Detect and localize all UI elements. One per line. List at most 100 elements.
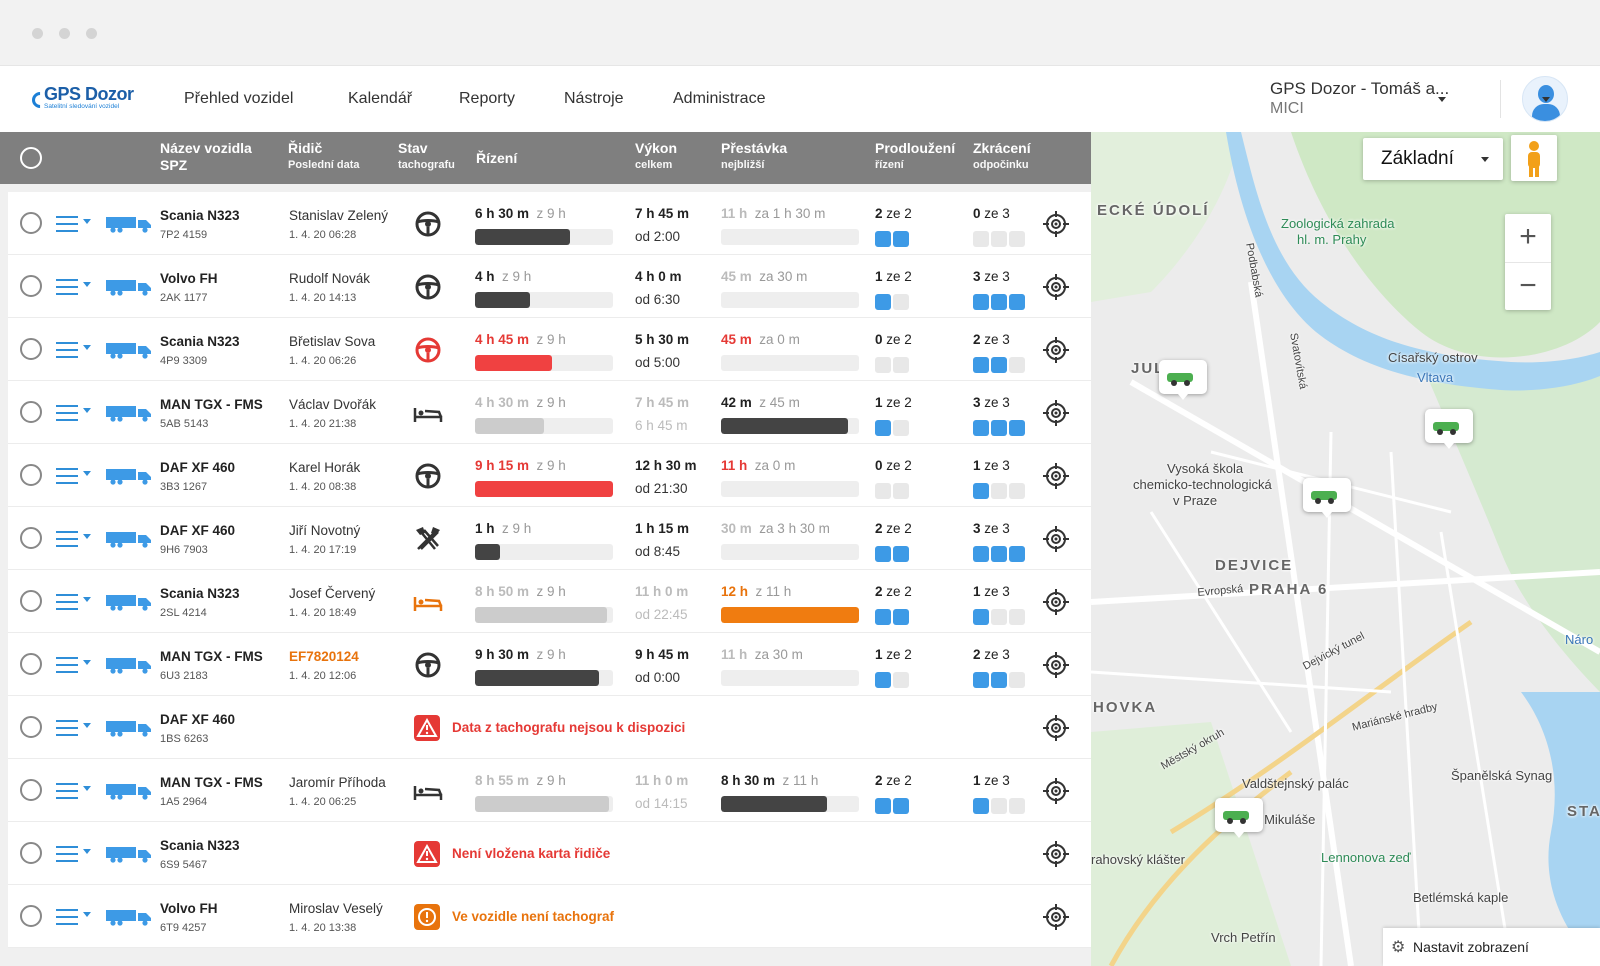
driver-name[interactable]: Václav Dvořák (289, 397, 377, 412)
vehicle-name[interactable]: Scania N323 (160, 334, 240, 349)
col-driving[interactable]: Řízení (476, 150, 517, 167)
row-select-checkbox[interactable] (20, 653, 42, 675)
table-row[interactable]: MAN TGX - FMS 6U3 2183 EF7820124 1. 4. 20… (8, 633, 1106, 696)
table-row[interactable]: Scania N323 4P9 3309 Břetislav Sova 1. 4.… (8, 318, 1106, 381)
table-row[interactable]: MAN TGX - FMS 5AB 5143 Václav Dvořák 1. 4… (8, 381, 1106, 444)
table-row[interactable]: DAF XF 460 1BS 6263 Data z tachografu ne… (8, 696, 1106, 759)
window-dot-2[interactable] (59, 28, 70, 39)
table-row[interactable]: Volvo FH 2AK 1177 Rudolf Novák 1. 4. 20 1… (8, 255, 1106, 318)
vehicle-name[interactable]: MAN TGX - FMS (160, 775, 263, 790)
col-vehicle[interactable]: Název vozidla SPZ (160, 140, 252, 174)
vehicle-name[interactable]: MAN TGX - FMS (160, 397, 263, 412)
table-row[interactable]: MAN TGX - FMS 1A5 2964 Jaromír Příhoda 1.… (8, 759, 1106, 822)
street-view-pegman-icon[interactable] (1511, 135, 1557, 181)
nav-item-calendar[interactable]: Kalendář (348, 90, 413, 107)
driver-name[interactable]: Stanislav Zelený (289, 208, 389, 223)
vehicle-name[interactable]: Volvo FH (160, 901, 218, 916)
user-menu-chevron-down-icon[interactable] (1542, 97, 1550, 102)
map-settings-button[interactable]: ⚙ Nastavit zobrazení (1383, 928, 1600, 966)
table-row[interactable]: Volvo FH 6T9 4257 Miroslav Veselý 1. 4. 2… (8, 885, 1106, 948)
table-row[interactable]: DAF XF 460 3B3 1267 Karel Horák 1. 4. 20 … (8, 444, 1106, 507)
map-type-select[interactable]: Základní (1363, 138, 1503, 180)
nav-item-vehicles[interactable]: Přehled vozidel (184, 90, 294, 107)
nav-item-reports[interactable]: Reporty (459, 90, 516, 107)
col-driver[interactable]: Řidič Poslední data (288, 140, 360, 174)
row-select-checkbox[interactable] (20, 464, 42, 486)
row-menu-icon[interactable] (56, 342, 91, 358)
driver-name[interactable]: Břetislav Sova (289, 334, 376, 349)
zoom-out-button[interactable]: − (1505, 262, 1551, 310)
row-menu-icon[interactable] (56, 531, 91, 547)
table-row[interactable]: Scania N323 6S9 5467 Není vložena karta … (8, 822, 1106, 885)
logo[interactable]: GPS Dozor Satelitní sledování vozidel (28, 84, 142, 116)
table-row[interactable]: Scania N323 7P2 4159 Stanislav Zelený 1. … (8, 192, 1106, 255)
window-dot-1[interactable] (32, 28, 43, 39)
driver-name[interactable]: Karel Horák (289, 460, 361, 475)
driver-name[interactable]: Josef Červený (289, 586, 376, 601)
locate-on-map-icon[interactable] (1042, 714, 1070, 742)
locate-on-map-icon[interactable] (1042, 525, 1070, 553)
locate-on-map-icon[interactable] (1042, 651, 1070, 679)
col-break[interactable]: Přestávka nejbližší (721, 140, 787, 174)
locate-on-map-icon[interactable] (1042, 840, 1070, 868)
zoom-in-button[interactable]: + (1519, 220, 1537, 253)
select-all-checkbox[interactable] (20, 147, 42, 169)
vehicle-name[interactable]: MAN TGX - FMS (160, 649, 263, 664)
col-performance[interactable]: Výkon celkem (635, 140, 677, 174)
row-menu-icon[interactable] (56, 909, 91, 925)
driver-name[interactable]: Jiří Novotný (289, 523, 361, 538)
row-select-checkbox[interactable] (20, 275, 42, 297)
map-vehicle-marker-4[interactable] (1215, 798, 1263, 838)
driver-name[interactable]: Miroslav Veselý (289, 901, 383, 916)
row-select-checkbox[interactable] (20, 842, 42, 864)
row-select-checkbox[interactable] (20, 905, 42, 927)
row-menu-icon[interactable] (56, 594, 91, 610)
vehicle-list[interactable]: Scania N323 7P2 4159 Stanislav Zelený 1. … (0, 184, 1115, 966)
row-menu-icon[interactable] (56, 279, 91, 295)
row-menu-icon[interactable] (56, 720, 91, 736)
vehicle-name[interactable]: Scania N323 (160, 208, 240, 223)
vehicle-name[interactable]: DAF XF 460 (160, 523, 236, 538)
table-row[interactable]: DAF XF 460 9H6 7903 Jiří Novotný 1. 4. 20… (8, 507, 1106, 570)
col-shortening[interactable]: Zkrácení odpočinku (973, 140, 1031, 174)
row-menu-icon[interactable] (56, 405, 91, 421)
row-select-checkbox[interactable] (20, 212, 42, 234)
vehicle-name[interactable]: Volvo FH (160, 271, 218, 286)
map-panel[interactable]: ECKÉ ÚDOLÍ Zoologická zahrada hl. m. Prahy… (1091, 132, 1600, 966)
row-menu-icon[interactable] (56, 216, 91, 232)
nav-item-tools[interactable]: Nástroje (564, 90, 624, 107)
row-select-checkbox[interactable] (20, 779, 42, 801)
vehicle-name[interactable]: Scania N323 (160, 838, 240, 853)
row-menu-icon[interactable] (56, 468, 91, 484)
account-chevron-down-icon[interactable] (1438, 97, 1446, 102)
row-menu-icon[interactable] (56, 783, 91, 799)
driver-name[interactable]: Rudolf Novák (289, 271, 371, 286)
locate-on-map-icon[interactable] (1042, 588, 1070, 616)
row-select-checkbox[interactable] (20, 716, 42, 738)
vehicle-name[interactable]: DAF XF 460 (160, 712, 236, 727)
locate-on-map-icon[interactable] (1042, 399, 1070, 427)
avatar[interactable] (1522, 76, 1568, 122)
row-menu-icon[interactable] (56, 846, 91, 862)
table-row[interactable]: Scania N323 2SL 4214 Josef Červený 1. 4. … (8, 570, 1106, 633)
map-vehicle-marker-2[interactable] (1425, 409, 1473, 449)
row-select-checkbox[interactable] (20, 401, 42, 423)
nav-item-administration[interactable]: Administrace (673, 90, 766, 107)
locate-on-map-icon[interactable] (1042, 273, 1070, 301)
row-select-checkbox[interactable] (20, 590, 42, 612)
account-selector[interactable]: GPS Dozor - Tomáš a... MICI (1270, 79, 1470, 118)
map-vehicle-marker-1[interactable] (1159, 360, 1207, 400)
driver-name[interactable]: Jaromír Příhoda (289, 775, 386, 790)
row-select-checkbox[interactable] (20, 527, 42, 549)
vehicle-name[interactable]: DAF XF 460 (160, 460, 236, 475)
locate-on-map-icon[interactable] (1042, 777, 1070, 805)
window-dot-3[interactable] (86, 28, 97, 39)
driver-name[interactable]: EF7820124 (289, 649, 359, 664)
locate-on-map-icon[interactable] (1042, 210, 1070, 238)
row-select-checkbox[interactable] (20, 338, 42, 360)
col-state[interactable]: Stav tachografu (398, 140, 455, 174)
vehicle-name[interactable]: Scania N323 (160, 586, 240, 601)
row-menu-icon[interactable] (56, 657, 91, 673)
locate-on-map-icon[interactable] (1042, 336, 1070, 364)
locate-on-map-icon[interactable] (1042, 462, 1070, 490)
